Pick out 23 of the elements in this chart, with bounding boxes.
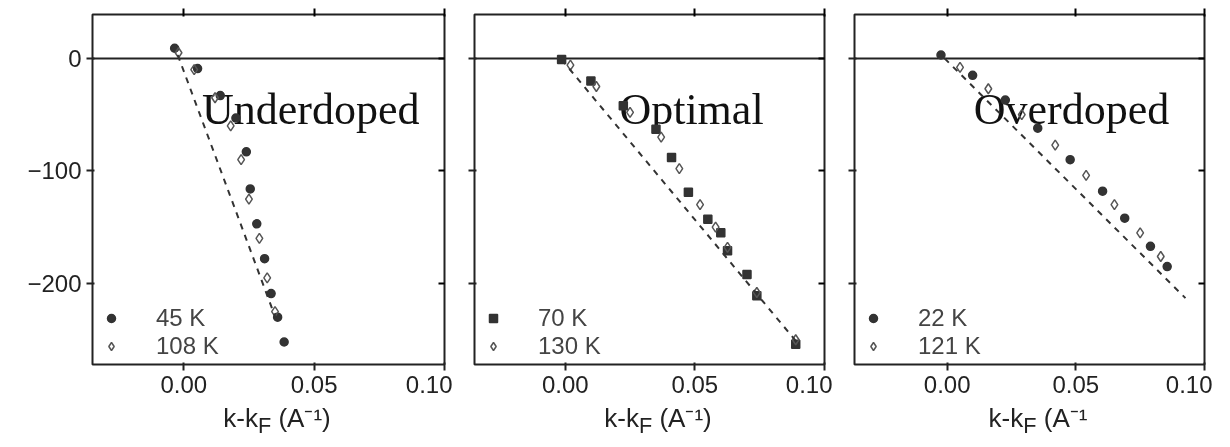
legend-label: 45 K [156, 304, 206, 332]
x-tick-label: 0.05 [1052, 370, 1100, 398]
y-tick-label: 0 [68, 44, 82, 72]
x-axis-title: k-k$_{F}$ (A⁻¹) [223, 402, 331, 441]
x-tick-label: 0.10 [405, 370, 453, 398]
legend-label: 108 K [156, 332, 219, 360]
x-tick-label: 0.10 [1165, 370, 1213, 398]
legend-label: 130 K [538, 332, 601, 360]
y-tick-label: −200 [27, 269, 82, 297]
legend-label: 22 K [918, 304, 968, 332]
x-tick-label: 0.10 [785, 370, 833, 398]
x-tick-label: 0.00 [541, 370, 589, 398]
legend-label: 121 K [918, 332, 981, 360]
annotation: Overdoped [973, 84, 1170, 134]
legend-label: 70 K [538, 304, 588, 332]
x-tick-label: 0.00 [160, 370, 208, 398]
x-axis-title: k-k$_{F}$ (A⁻¹) [604, 402, 712, 441]
y-tick-label: −100 [27, 157, 82, 185]
x-tick-label: 0.05 [671, 370, 719, 398]
annotation: Underdoped [202, 84, 420, 134]
x-tick-label: 0.00 [923, 370, 971, 398]
x-axis-title: k-k$_{F}$ (A⁻¹ [988, 402, 1088, 441]
x-tick-label: 0.05 [290, 370, 338, 398]
